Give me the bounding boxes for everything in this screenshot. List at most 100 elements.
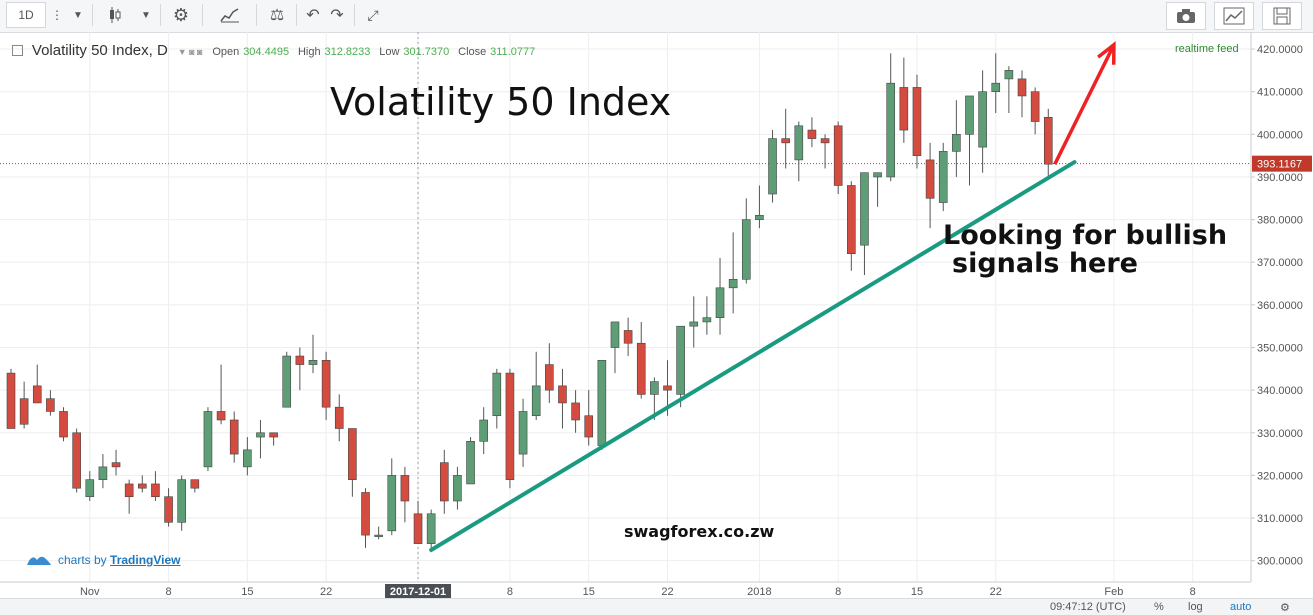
percent-toggle[interactable]: % (1154, 601, 1164, 613)
candle-body (177, 479, 186, 523)
fullscreen-icon[interactable]: ⤢ (367, 6, 379, 23)
candle-body (85, 479, 95, 498)
watermark-site: swagforex.co.zw (624, 522, 775, 541)
candle-body (308, 359, 318, 365)
candle-body (243, 449, 252, 468)
grid (0, 32, 1251, 582)
x-tick-label: Nov (80, 586, 100, 598)
candle-body (203, 411, 213, 468)
candle (334, 394, 344, 442)
candle-body (46, 398, 55, 412)
candle (413, 500, 423, 544)
last-price-badge (1252, 155, 1312, 172)
indicators-icon[interactable] (210, 2, 250, 28)
chevron-down-icon[interactable]: ▼ (73, 9, 83, 21)
close-value: 311.0777 (490, 46, 536, 58)
candle (755, 185, 764, 229)
brand-link[interactable]: TradingView (110, 553, 181, 567)
candle-body (873, 172, 882, 178)
candle-body (938, 151, 948, 203)
camera-icon[interactable] (1166, 2, 1206, 30)
time-axis[interactable]: Nov 8 15 22 2017-12-01 8 15 22 2018 8 15 22 Feb 8 (80, 584, 1196, 598)
candle-body (282, 355, 292, 408)
candle (715, 257, 725, 335)
collapse-icon[interactable] (12, 45, 23, 56)
undo-icon[interactable]: ↶ (306, 7, 320, 24)
candle (348, 428, 357, 497)
x-label-highlight (385, 584, 452, 598)
candle (873, 172, 882, 207)
bullish-annotation: Looking for bullish signals here (943, 222, 1227, 278)
candle (689, 296, 699, 348)
tradingview-brand[interactable]: charts by TradingView (26, 551, 181, 567)
candles-icon[interactable] (96, 2, 134, 28)
candle-body (636, 342, 646, 395)
x-tick-label: 8 (1190, 586, 1196, 598)
redo-icon[interactable]: ↷ (330, 7, 344, 24)
candle (623, 317, 633, 357)
candle (177, 475, 186, 531)
vertical-dots-icon[interactable]: ⋮ (51, 8, 63, 22)
candle (256, 419, 265, 459)
y-tick-label: 380.0000 (1257, 215, 1303, 227)
candle (531, 351, 541, 420)
candle-body (610, 321, 620, 348)
candle-body (1004, 70, 1014, 80)
candle (768, 130, 777, 203)
symbol-title[interactable]: Volatility 50 Index, D (31, 42, 168, 59)
candle-body (741, 219, 751, 280)
candle-body (925, 159, 935, 199)
tradingview-logo-icon (27, 556, 51, 565)
candle-body (505, 372, 515, 480)
candle (243, 437, 252, 476)
candle-body (545, 364, 554, 391)
candle-body (965, 95, 974, 135)
chart-type-menu-icon[interactable]: ▼ (141, 9, 151, 21)
chart-annotation-title: Volatility 50 Index (330, 80, 672, 124)
utc-time: 09:47:12 (UTC) (1050, 601, 1126, 613)
symbol-menu-icon[interactable]: ▼ ◙ ◙ (177, 47, 203, 57)
candle (558, 368, 567, 429)
candle (545, 343, 554, 403)
candlestick-chart[interactable]: 300.0000 310.0000 320.0000 330.0000 340.0000… (0, 32, 1313, 598)
candle (676, 325, 685, 408)
candle (728, 232, 738, 314)
candle (72, 428, 81, 493)
candle-body (768, 138, 777, 195)
bullish-arrow-head (1097, 41, 1116, 65)
candle (965, 95, 974, 186)
candle (597, 359, 607, 450)
candle (505, 368, 515, 489)
candle-body (374, 534, 383, 537)
candle (282, 351, 292, 408)
candle-body (269, 432, 278, 438)
scale-icon[interactable]: ⚖ (269, 7, 285, 24)
candle-body (899, 87, 909, 131)
candle-body (571, 402, 580, 421)
candle (85, 471, 95, 501)
candle (269, 432, 278, 446)
line-chart-icon[interactable] (1214, 2, 1254, 30)
candle (295, 347, 305, 391)
trend-line (429, 160, 1077, 553)
gear-icon[interactable]: ⚙ (172, 4, 190, 25)
candle (151, 471, 160, 501)
candle (216, 364, 226, 425)
price-axis[interactable]: 300.0000 310.0000 320.0000 330.0000 340.0000… (1251, 44, 1312, 568)
x-tick-label: 15 (241, 586, 253, 598)
candle (571, 390, 580, 433)
save-icon[interactable] (1262, 2, 1302, 30)
auto-toggle[interactable]: auto (1230, 601, 1252, 613)
gear-icon[interactable]: ⚙ (1280, 602, 1290, 614)
close-label: Close (458, 46, 487, 58)
log-toggle[interactable]: log (1188, 601, 1203, 613)
candle-body (1043, 116, 1053, 165)
interval-button[interactable]: 1D (6, 2, 46, 28)
candle (847, 181, 856, 271)
candle (938, 142, 948, 212)
candle (98, 454, 108, 489)
candle-body (663, 385, 672, 391)
candle-body (439, 462, 449, 502)
x-tick-label: 22 (661, 586, 673, 598)
candle (321, 351, 331, 420)
